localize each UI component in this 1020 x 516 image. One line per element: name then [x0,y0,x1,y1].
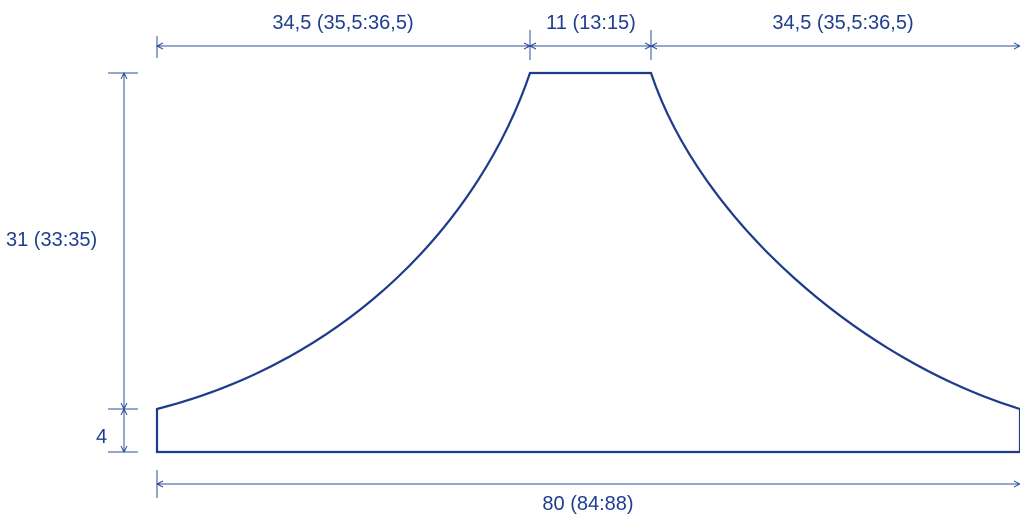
bottom-arrow-left [155,480,164,488]
top-left-dimension-label: 34,5 (35,5:36,5) [272,12,413,34]
top-arrow-left [155,42,164,50]
left-height-dimension-label: 31 (33:35) [6,229,97,251]
left-arrow-bottom [120,445,128,454]
top-arrow-neck-right-b [649,42,658,50]
bottom-width-dimension-label: 80 (84:88) [542,493,633,515]
top-right-dimension-label: 34,5 (35,5:36,5) [772,12,913,34]
left-arrow-middle-b [120,407,128,416]
left-dimension [108,71,138,454]
top-arrow-neck-left-b [528,42,537,50]
left-small-dimension-label: 4 [96,426,107,448]
top-dimension [155,30,1020,60]
top-arrow-right [1013,42,1020,50]
bottom-dimension [155,470,1020,498]
left-arrow-top [120,71,128,80]
bottom-arrow-right [1013,480,1020,488]
garment-outline [155,71,1020,454]
top-middle-dimension-label: 11 (13:15) [546,12,636,34]
